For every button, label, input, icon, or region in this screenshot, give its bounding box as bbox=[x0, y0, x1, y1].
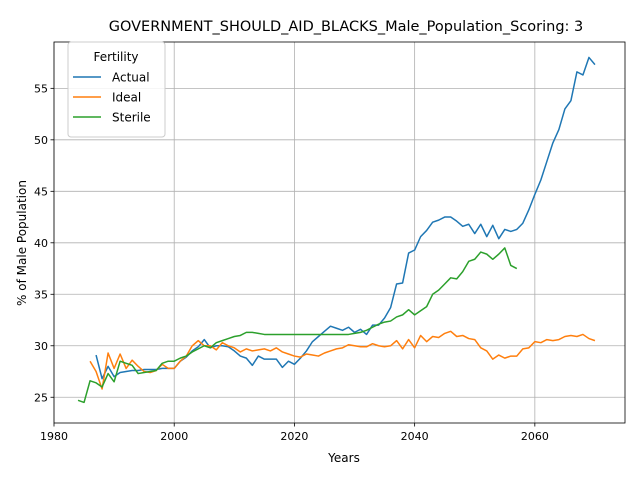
y-tick-label: 30 bbox=[34, 340, 48, 353]
legend-title: Fertility bbox=[93, 50, 138, 64]
series-line-sterile bbox=[77, 247, 518, 404]
series-lines bbox=[77, 56, 596, 404]
series-line-ideal bbox=[89, 330, 596, 390]
x-tick-label: 2060 bbox=[521, 430, 549, 443]
legend-entries: Actual Ideal Sterile bbox=[73, 71, 151, 125]
plot-area-frame bbox=[53, 41, 626, 424]
x-tick-label: 1980 bbox=[40, 430, 68, 443]
y-tick-label: 50 bbox=[34, 134, 48, 147]
y-tick-label: 35 bbox=[34, 288, 48, 301]
legend: Fertility Actual Ideal Sterile bbox=[67, 41, 166, 138]
legend-label-actual: Actual bbox=[112, 71, 150, 85]
y-axis-ticks: 25 30 35 40 45 50 55 bbox=[34, 82, 54, 404]
legend-box bbox=[67, 41, 166, 138]
y-tick-label: 25 bbox=[34, 391, 48, 404]
y-tick-label: 45 bbox=[34, 185, 48, 198]
y-tick-label: 55 bbox=[34, 82, 48, 95]
x-tick-label: 2000 bbox=[160, 430, 188, 443]
y-tick-label: 40 bbox=[34, 237, 48, 250]
grid-lines bbox=[53, 42, 625, 423]
legend-label-ideal: Ideal bbox=[112, 91, 141, 105]
y-axis-label: % of Male Population bbox=[15, 180, 29, 306]
x-tick-label: 2020 bbox=[280, 430, 308, 443]
legend-label-sterile: Sterile bbox=[112, 111, 151, 125]
chart-title: GOVERNMENT_SHOULD_AID_BLACKS_Male_Popula… bbox=[109, 19, 584, 35]
x-axis-ticks: 1980 2000 2020 2040 2060 bbox=[40, 423, 549, 443]
x-axis-label: Years bbox=[327, 451, 360, 465]
x-tick-label: 2040 bbox=[401, 430, 429, 443]
